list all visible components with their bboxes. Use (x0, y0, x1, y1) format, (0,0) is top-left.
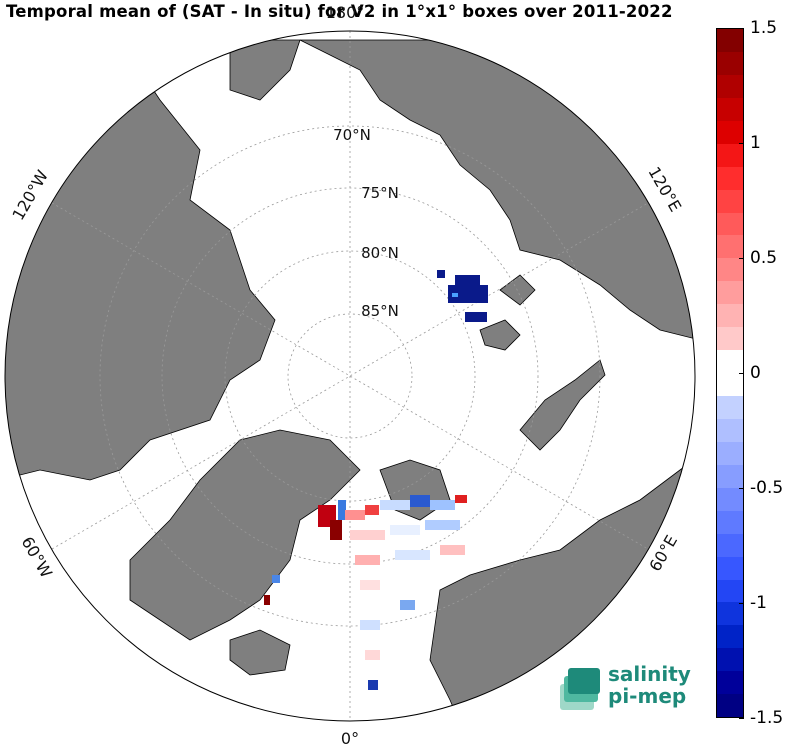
land-iceland (229, 629, 291, 676)
box (395, 550, 430, 560)
box (345, 510, 365, 520)
colorbar-tick-label: 1.5 (750, 18, 778, 38)
box (368, 680, 378, 690)
colorbar-segment (717, 120, 743, 144)
colorbar-segment (717, 97, 743, 121)
colorbar-segment (717, 51, 743, 75)
lat-label-85: 85°N (361, 302, 399, 320)
map-title: Temporal mean of (SAT - In situ) for V2 … (6, 2, 673, 21)
colorbar-segment (717, 648, 743, 672)
lat-label-80: 80°N (361, 244, 399, 262)
colorbar-tick-label: 0 (750, 363, 761, 383)
colorbar-tick-mark (739, 143, 744, 144)
box (365, 650, 380, 660)
colorbar (716, 28, 744, 718)
data-boxes (264, 270, 488, 690)
box (440, 545, 465, 555)
colorbar-segment (717, 464, 743, 488)
colorbar-segment (717, 235, 743, 259)
colorbar-segment (717, 258, 743, 282)
colorbar-segment (717, 166, 743, 190)
box (448, 285, 488, 303)
box (272, 575, 280, 583)
colorbar-segment (717, 671, 743, 695)
colorbar-segment (717, 579, 743, 603)
colorbar-tick-label: 1 (750, 133, 761, 153)
colorbar-segment (717, 327, 743, 351)
colorbar-tick-label: -1.5 (750, 708, 784, 728)
colorbar-segment (717, 418, 743, 442)
box (455, 495, 467, 503)
colorbar-segment (717, 143, 743, 167)
colorbar-segment (717, 396, 743, 419)
colorbar-tick-mark (739, 258, 744, 259)
box (350, 530, 385, 540)
colorbar-segment (717, 373, 743, 396)
graticule (51, 31, 649, 721)
colorbar-tick-label: -0.5 (750, 478, 784, 498)
box (360, 580, 380, 590)
land-alaska (229, 39, 301, 101)
map-border (4, 30, 696, 722)
colorbar-segment (717, 487, 743, 511)
colorbar-segment (717, 625, 743, 649)
land-franz-josef (479, 319, 521, 351)
lon-label-0: 0° (341, 729, 359, 747)
box (430, 500, 455, 510)
box (355, 555, 380, 565)
box (400, 600, 415, 610)
lat-label-75: 75°N (361, 184, 399, 202)
colorbar-tick-mark (739, 603, 744, 604)
colorbar-tick-mark (739, 718, 744, 719)
colorbar-tick-label: 0.5 (750, 248, 778, 268)
colorbar-tick-mark (739, 373, 744, 374)
colorbar-tick-mark (739, 28, 744, 29)
polar-map: 70°N 75°N 80°N 85°N 180° 0° 120°W 120°E … (4, 3, 696, 747)
box (437, 270, 445, 278)
salinity-pimep-logo: salinity pi-mep (558, 662, 698, 714)
colorbar-segment (717, 602, 743, 626)
box (360, 620, 380, 630)
box (455, 275, 480, 285)
box (338, 500, 346, 520)
lon-label-180: 180° (326, 3, 365, 22)
colorbar-segment (717, 510, 743, 534)
colorbar-segment (717, 74, 743, 98)
colorbar-segment (717, 533, 743, 557)
box (410, 495, 430, 507)
box (452, 293, 458, 297)
logo-line1: salinity (608, 662, 691, 686)
logo-icon (560, 668, 600, 710)
colorbar-segment (717, 694, 743, 718)
logo-line2: pi-mep (608, 684, 687, 708)
colorbar-segment (717, 212, 743, 236)
colorbar-segment (717, 29, 743, 52)
box (390, 525, 420, 535)
box (330, 520, 342, 540)
land-novaya-zemlya (519, 359, 606, 451)
colorbar-segment (717, 441, 743, 465)
box (465, 312, 487, 322)
box (365, 505, 379, 515)
colorbar-segment (717, 556, 743, 580)
colorbar-tick-mark (739, 488, 744, 489)
box (264, 595, 270, 605)
lat-label-70: 70°N (333, 126, 371, 144)
colorbar-tick-label: -1 (750, 593, 767, 613)
box (380, 500, 410, 510)
colorbar-segment (717, 281, 743, 305)
colorbar-segment (717, 189, 743, 213)
colorbar-segment (717, 350, 743, 374)
box (425, 520, 460, 530)
colorbar-segment (717, 304, 743, 328)
land-greenland (129, 429, 361, 641)
